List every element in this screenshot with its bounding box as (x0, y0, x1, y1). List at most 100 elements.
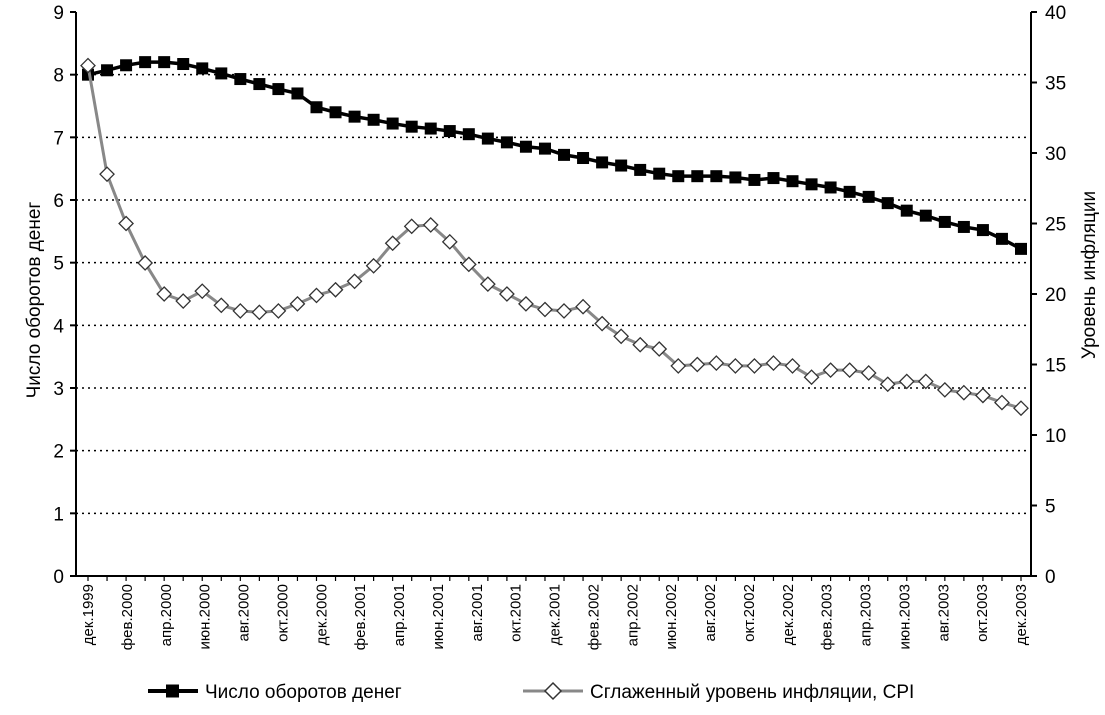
x-tick-label: дек.2001 (547, 584, 564, 645)
data-point (272, 83, 285, 96)
data-point (824, 181, 837, 194)
data-point (632, 336, 649, 353)
data-point (538, 142, 551, 155)
data-point (101, 64, 114, 77)
legend-marker-turnover (166, 684, 179, 698)
x-tick-label: дек.2000 (313, 584, 330, 645)
data-point (862, 190, 875, 203)
x-tick-label: июн.2002 (663, 584, 680, 649)
data-point (558, 148, 571, 161)
left-tick-label: 9 (53, 3, 64, 24)
left-axis-label: Число оборотов денег (24, 202, 45, 399)
right-tick-label: 40 (1045, 3, 1066, 24)
data-point (443, 125, 456, 138)
data-point (613, 328, 630, 345)
x-tick-label: фев.2002 (585, 584, 602, 650)
data-point (194, 283, 211, 300)
x-tick-label: дек.2003 (1013, 584, 1030, 645)
data-point (460, 256, 477, 273)
data-point (500, 136, 513, 149)
data-point (308, 287, 325, 304)
x-tick-label: авг.2000 (236, 584, 253, 642)
data-point (710, 170, 723, 183)
data-point (424, 122, 437, 135)
legend-label-turnover: Число оборотов денег (205, 682, 402, 703)
data-point (232, 303, 249, 319)
right-tick-label: 20 (1045, 285, 1066, 306)
left-tick-label: 6 (53, 191, 64, 212)
data-point (955, 384, 972, 401)
left-tick-label: 5 (53, 254, 64, 275)
data-point (289, 295, 306, 312)
data-point (118, 215, 135, 232)
data-point (860, 365, 877, 381)
data-point (995, 232, 1008, 245)
data-point (327, 281, 344, 298)
data-point (346, 273, 363, 290)
data-point (748, 173, 761, 186)
data-point (689, 356, 706, 373)
data-point (976, 224, 989, 237)
data-point (898, 373, 915, 390)
data-point (422, 216, 439, 233)
data-point (253, 78, 266, 91)
left-tick-label: 8 (53, 66, 64, 87)
data-point (575, 298, 591, 315)
right-tick-label: 10 (1045, 426, 1066, 447)
data-point (462, 128, 475, 141)
data-point (727, 357, 744, 374)
data-point (348, 110, 361, 123)
data-point (1013, 400, 1029, 417)
x-tick-label: дек.1999 (80, 584, 97, 645)
data-point (80, 57, 96, 74)
data-point (900, 204, 913, 217)
data-point (936, 381, 953, 398)
data-point (691, 170, 704, 183)
series-line (86, 65, 1022, 410)
data-point (746, 357, 763, 374)
data-point (519, 140, 532, 153)
data-point (120, 59, 133, 72)
data-point (672, 170, 685, 183)
axes (75, 12, 1032, 577)
left-tick-label: 3 (53, 379, 64, 400)
data-point (270, 303, 287, 319)
data-point (405, 120, 418, 133)
data-point (251, 304, 268, 321)
data-point (919, 209, 932, 222)
data-point (403, 218, 420, 235)
data-point (784, 357, 801, 374)
series-line (87, 60, 1022, 251)
series-layer (80, 56, 1029, 417)
x-tick-label: окт.2001 (508, 584, 525, 642)
data-point (537, 301, 553, 318)
data-point (386, 117, 399, 130)
right-tick-label: 35 (1045, 74, 1066, 95)
data-point (99, 166, 115, 183)
x-tick-label: окт.2003 (974, 584, 991, 642)
data-point (879, 376, 896, 393)
data-point (365, 257, 382, 274)
left-tick-label: 1 (53, 504, 64, 525)
data-point (556, 303, 572, 319)
data-point (767, 172, 780, 185)
data-point (577, 152, 590, 165)
data-point (441, 233, 458, 250)
x-tick-label: фев.2003 (819, 584, 836, 650)
data-point (594, 315, 611, 332)
x-tick-label: фев.2000 (119, 584, 136, 650)
data-point (803, 369, 820, 386)
x-tick-label: апр.2001 (391, 584, 408, 646)
data-point (384, 235, 401, 252)
x-tick-label: июн.2003 (896, 584, 913, 649)
data-point (841, 362, 858, 379)
data-point (670, 357, 687, 374)
data-point (957, 220, 970, 233)
data-point (615, 159, 628, 172)
data-point (291, 87, 304, 100)
x-tick-label: апр.2000 (158, 584, 175, 646)
right-axis-label: Уровень инфляции (1079, 191, 1100, 359)
x-tick-label: июн.2000 (197, 584, 214, 649)
gridlines (76, 73, 1031, 515)
